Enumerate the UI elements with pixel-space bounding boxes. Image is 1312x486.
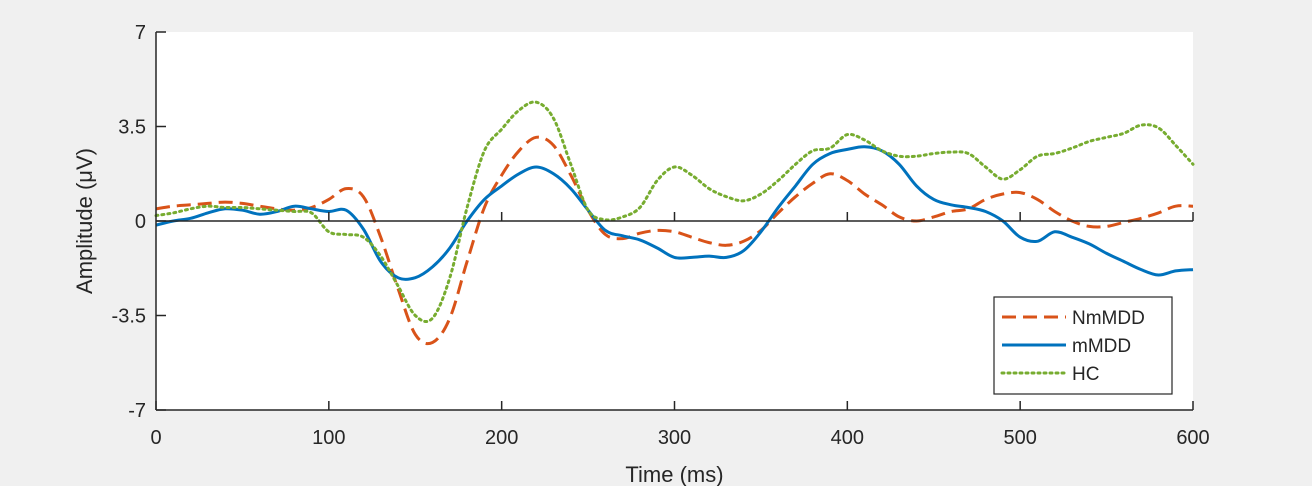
y-axis-label: Amplitude (μV)	[72, 148, 97, 294]
series-lines	[154, 100, 1195, 346]
series-line-hc	[154, 100, 1195, 324]
legend-label-hc: HC	[1072, 364, 1099, 385]
y-tick-label: -7	[128, 400, 146, 422]
x-tick-label: 500	[1003, 427, 1036, 449]
y-tick-label: 3.5	[118, 117, 146, 139]
series-line-nmmdd	[155, 135, 1194, 346]
x-tick-label: 100	[312, 427, 345, 449]
axes	[155, 31, 1194, 411]
x-axis-label: Time (ms)	[625, 462, 723, 486]
x-tick-label: 400	[831, 427, 864, 449]
x-tick-label: 200	[485, 427, 518, 449]
y-tick-label: 0	[135, 211, 146, 233]
y-tick-label: 7	[135, 22, 146, 44]
x-tick-label: 0	[150, 427, 161, 449]
tick-labels: 0 100 200 300 400 500 600 -7 -3.5 0 3.5 7	[112, 22, 1210, 449]
series-line-mmdd	[155, 145, 1194, 281]
y-tick-label: -3.5	[112, 306, 146, 328]
x-tick-label: 300	[658, 427, 691, 449]
legend-label-mmdd: mMDD	[1072, 336, 1131, 357]
legend: NmMDD mMDD HC	[993, 296, 1173, 395]
x-tick-label: 600	[1176, 427, 1209, 449]
legend-label-nmmdd: NmMDD	[1072, 308, 1145, 329]
